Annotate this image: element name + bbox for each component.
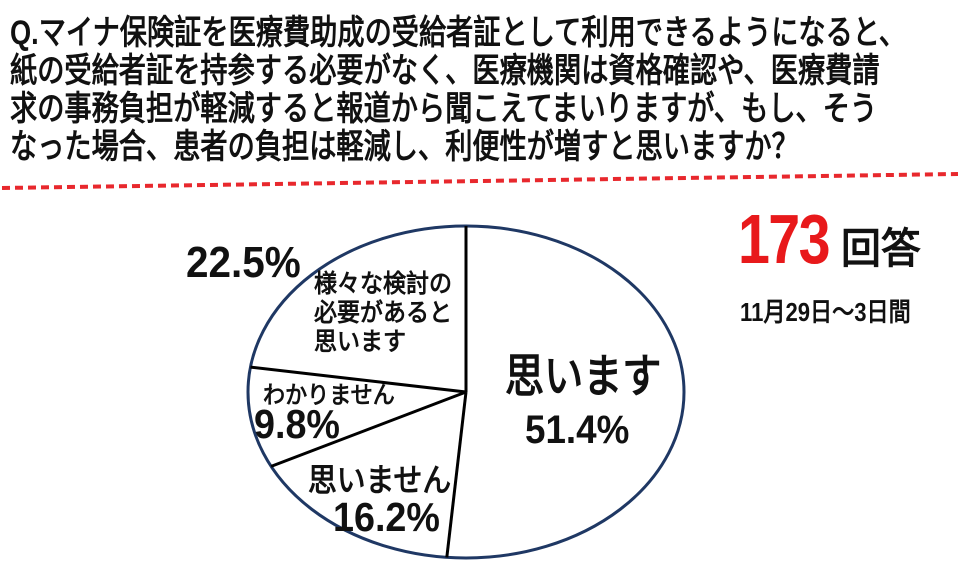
slice-label-wakarimasen: わかりません <box>263 382 395 409</box>
pie-slice-boundary <box>250 365 467 394</box>
pie-slice-boundary <box>445 391 468 558</box>
red-dashed-divider <box>1 172 959 190</box>
response-count: 173 回答 <box>738 204 925 276</box>
pie-slice-lines <box>250 226 468 558</box>
question-line-4: なった場合、患者の負担は軽減し、利便性が増すと思いますか？ <box>10 128 799 166</box>
slice-label-omoimasen: 思いません <box>308 462 452 498</box>
slice-label-omoimasu: 思います <box>505 350 662 402</box>
pie-slice-boundary <box>270 390 467 468</box>
slice-label-samazama: 様々な検討の 必要があると 思います <box>314 270 452 357</box>
slice-pct-samazama: 22.5% <box>186 238 301 287</box>
slice-pct-omoimasu: 51.4% <box>525 408 630 452</box>
response-count-number: 173 <box>738 200 830 278</box>
question-line-3: 求の事務負担が軽減すると報道から聞こえてまいりますが、もし、そう <box>10 90 878 128</box>
survey-period: 11月29日〜3日間 <box>740 297 911 327</box>
question-line-2: 紙の受給者証を持参する必要がなく、医療機関は資格確認や、医療費請 <box>10 52 880 90</box>
slice-label-samazama-line-1: 様々な検討の <box>314 270 453 298</box>
slice-label-samazama-line-3: 思います <box>314 328 407 356</box>
slice-pct-wakarimasen: 9.8% <box>254 401 340 447</box>
slice-pct-omoimasen: 16.2% <box>333 494 440 540</box>
question-line-1: Q.マイナ保険証を医療費助成の受給者証として利用できるようになると、 <box>10 14 907 52</box>
question-text: Q.マイナ保険証を医療費助成の受給者証として利用できるようになると、 紙の受給者… <box>10 14 955 166</box>
response-count-suffix: 回答 <box>840 225 921 272</box>
slice-label-samazama-line-2: 必要があると <box>314 299 453 327</box>
